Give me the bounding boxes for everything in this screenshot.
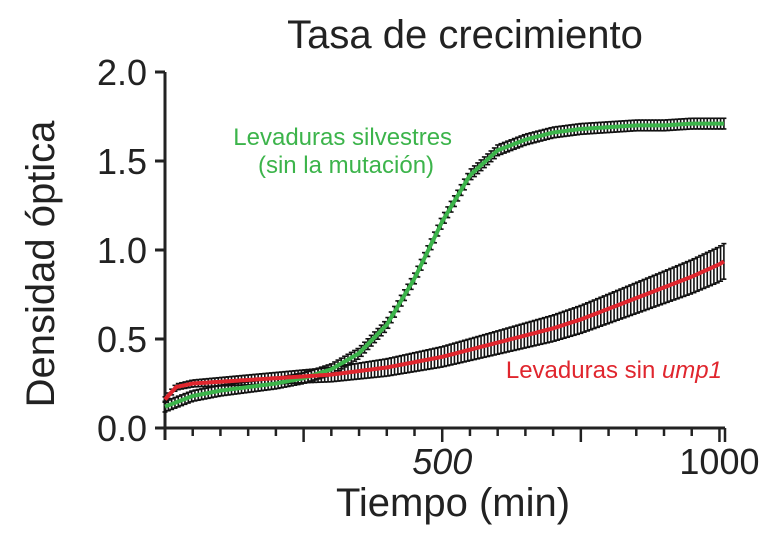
series-line-wild-type	[164, 121, 724, 409]
x-axis-label: Tiempo (min)	[336, 481, 570, 525]
legend-label-ump1-prefix: Levaduras sin	[506, 357, 662, 384]
legend-label-wild-type: Levaduras silvestres (sin la mutación)	[233, 124, 458, 179]
tick-marks	[155, 70, 727, 442]
y-tick-label: 0.5	[97, 319, 147, 360]
y-tick-label: 1.0	[97, 230, 147, 271]
y-axis-label: Densidad óptica	[19, 120, 63, 408]
legend-label-ump1: Levaduras sin ump1	[506, 357, 722, 384]
chart-title: Tasa de crecimiento	[287, 13, 643, 57]
series-lines	[163, 121, 725, 409]
series-line-ump1	[163, 259, 725, 401]
y-tick-label: 1.5	[97, 141, 147, 182]
axes	[163, 72, 725, 440]
legend-label-wild-type-line2: (sin la mutación)	[258, 152, 434, 179]
y-tick-labels: 0.0 0.5 1.0 1.5 2.0	[97, 52, 147, 449]
y-tick-label: 0.0	[97, 408, 147, 449]
legend-label-ump1-gene: ump1	[662, 357, 722, 384]
legend-label-wild-type-line1: Levaduras silvestres	[233, 124, 452, 151]
x-tick-labels: 500 1000	[412, 441, 759, 482]
x-tick-label: 1000	[679, 441, 759, 482]
x-tick-label: 500	[412, 441, 472, 482]
y-tick-label: 2.0	[97, 52, 147, 93]
